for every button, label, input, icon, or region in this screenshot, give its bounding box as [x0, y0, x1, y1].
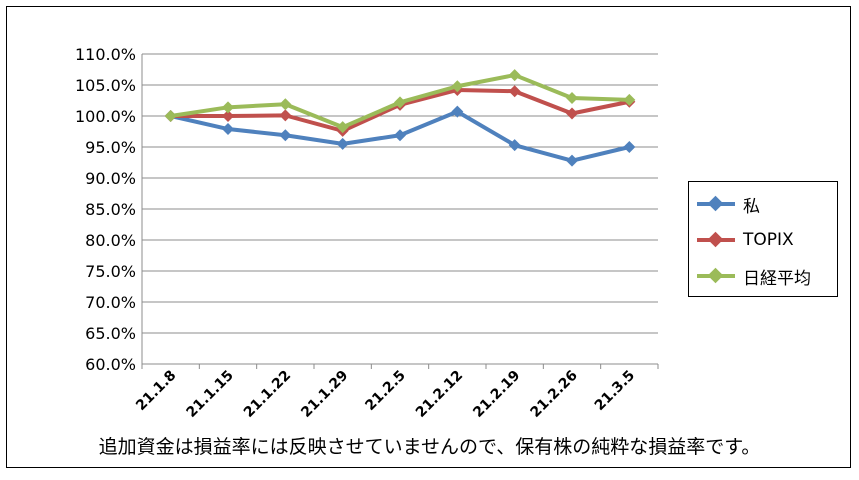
footnote: 追加資金は損益率には反映させていませんので、保有株の純粋な損益率です。	[98, 436, 761, 458]
x-tick-label-5: 21.2.12	[413, 368, 466, 421]
y-tick-label-1: 65.0%	[85, 324, 136, 343]
series-3-point-1	[222, 101, 234, 114]
y-tick-label-3: 75.0%	[85, 262, 136, 281]
series-2-point-7	[566, 107, 578, 120]
series-2-point-1	[222, 110, 234, 122]
legend-item-1: 私	[697, 192, 760, 217]
series-3-point-0	[164, 110, 177, 122]
x-tick-label-7: 21.2.26	[528, 368, 581, 421]
x-tick-label-3: 21.1.29	[298, 368, 351, 421]
series-1-point-5	[451, 105, 464, 118]
legend-label-2: TOPIX	[743, 230, 794, 250]
legend-swatch-2	[697, 228, 735, 252]
x-tick-label-2: 21.1.22	[241, 368, 294, 421]
series-1-point-6	[508, 139, 521, 152]
series-3-point-5	[451, 80, 464, 93]
x-tick-label-1: 21.1.15	[184, 368, 237, 421]
series-3-point-2	[279, 98, 292, 111]
series-1-point-7	[566, 154, 578, 167]
legend-swatch-3	[697, 264, 735, 288]
x-tick-label-4: 21.2.5	[362, 368, 408, 414]
series-3-point-7	[566, 92, 578, 105]
x-tick-label-8: 21.3.5	[592, 368, 638, 414]
x-tick-label-0: 21.1.8	[133, 368, 179, 414]
series-3-point-3	[336, 121, 349, 134]
y-tick-label-10: 110.0%	[75, 45, 136, 64]
y-tick-label-7: 95.0%	[85, 138, 136, 157]
x-tick-label-6: 21.2.19	[470, 368, 523, 421]
y-tick-label-6: 90.0%	[85, 169, 136, 188]
series-1-point-4	[394, 129, 406, 142]
y-tick-label-5: 85.0%	[85, 200, 136, 219]
series-3-point-4	[394, 96, 406, 109]
legend-label-1: 私	[743, 196, 760, 217]
legend-label-3: 日経平均	[743, 268, 811, 289]
series-3-point-6	[508, 69, 521, 82]
series-3-point-8	[623, 93, 636, 106]
series-1-point-8	[623, 141, 636, 153]
legend-item-2: TOPIX	[697, 228, 794, 252]
series-1-point-2	[279, 129, 292, 142]
series-1-point-1	[222, 123, 234, 136]
y-tick-label-0: 60.0%	[85, 355, 136, 374]
legend-item-3: 日経平均	[697, 264, 811, 289]
legend: 私 TOPIX 日経平均	[688, 181, 838, 297]
y-tick-label-4: 80.0%	[85, 231, 136, 250]
y-tick-label-2: 70.0%	[85, 293, 136, 312]
y-tick-label-9: 105.0%	[75, 76, 136, 95]
series-1-point-3	[336, 137, 349, 150]
series-2-point-6	[508, 85, 521, 98]
y-tick-label-8: 100.0%	[75, 107, 136, 126]
legend-swatch-1	[697, 192, 735, 216]
series-2-point-2	[279, 109, 292, 122]
